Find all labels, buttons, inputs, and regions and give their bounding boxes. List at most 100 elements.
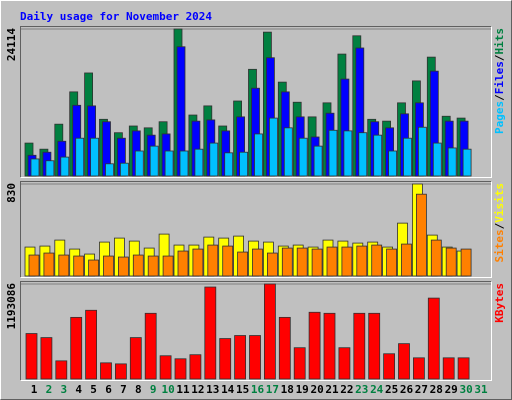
bar [442, 357, 455, 380]
bar [254, 133, 263, 177]
bar [103, 255, 114, 277]
x-tick-label: 4 [75, 383, 82, 396]
bar [296, 247, 308, 277]
bar [313, 145, 323, 177]
bar [177, 250, 189, 277]
bar [388, 150, 398, 177]
bar [427, 297, 440, 380]
bar [383, 353, 396, 380]
bar [278, 316, 291, 380]
bar [144, 312, 157, 380]
x-tick-label: 11 [176, 383, 190, 396]
bar [55, 360, 68, 380]
bar [328, 129, 338, 177]
bar [75, 137, 85, 177]
bar [192, 248, 204, 277]
bar [356, 245, 368, 277]
bar [239, 151, 249, 177]
legend-entry: Pages [493, 101, 506, 134]
x-tick-label: 12 [191, 383, 204, 396]
bar [323, 312, 336, 380]
panel-edge-light [20, 181, 492, 278]
x-tick-label: 13 [206, 383, 219, 396]
bar [120, 162, 129, 177]
bar [412, 357, 425, 380]
legend-separator: / [493, 94, 506, 101]
bar [209, 142, 219, 177]
legend: Pages/Files/Hits [493, 28, 506, 134]
bar [159, 355, 172, 380]
x-tick-label: 16 [251, 383, 265, 396]
x-tick-label: 18 [281, 383, 294, 396]
bar [134, 150, 144, 177]
x-tick-label: 14 [221, 383, 235, 396]
bar [462, 148, 472, 177]
bar [298, 137, 308, 177]
bar [249, 335, 261, 380]
bar [353, 312, 366, 380]
legend-entry: Hits [493, 28, 506, 55]
bar [343, 130, 353, 177]
bar [415, 193, 427, 277]
bar [403, 137, 412, 177]
bar [204, 286, 217, 380]
x-tick-label: 27 [415, 383, 428, 396]
bar [174, 358, 187, 380]
bar [368, 312, 381, 380]
bar [224, 152, 234, 177]
bar [118, 256, 129, 277]
x-tick-label: 1 [31, 383, 38, 396]
x-tick-label: 2 [46, 383, 53, 396]
panel-edge-light [20, 281, 492, 381]
bar [430, 239, 442, 277]
x-tick-label: 6 [105, 383, 112, 396]
x-tick-label: 7 [120, 383, 127, 396]
bar [311, 248, 323, 277]
bar [341, 246, 353, 277]
legend: Sites/Visits [493, 183, 506, 263]
x-tick-label: 19 [296, 383, 309, 396]
bar [445, 247, 457, 277]
bar [149, 145, 159, 177]
bar [234, 335, 247, 380]
bar [386, 248, 398, 277]
bar [73, 255, 85, 277]
x-tick-label: 29 [445, 383, 458, 396]
bar [43, 252, 55, 277]
bar [252, 248, 263, 277]
bar [90, 137, 99, 177]
x-tick-label: 3 [60, 383, 67, 396]
bar [326, 246, 338, 277]
y-tick-label: 24114 [5, 28, 18, 61]
bar [132, 254, 144, 277]
x-tick-label: 30 [459, 383, 472, 396]
bar [283, 127, 293, 177]
legend: KBytes [493, 283, 506, 323]
bar [358, 132, 368, 177]
x-tick-label: 24 [370, 383, 384, 396]
bar [147, 255, 159, 277]
bar [30, 158, 40, 177]
x-tick-label: 5 [90, 383, 97, 396]
bar [432, 142, 442, 177]
legend-entry: Files [493, 61, 506, 94]
bar [373, 134, 383, 177]
bar [281, 247, 293, 277]
bar [45, 160, 55, 177]
bar [237, 251, 249, 277]
x-tick-label: 25 [385, 383, 398, 396]
bar [88, 259, 99, 277]
x-tick-label: 8 [135, 383, 142, 396]
bar [105, 163, 114, 177]
bar [25, 333, 38, 380]
bar [222, 245, 234, 277]
y-tick-label: 1193086 [5, 283, 18, 330]
bar [308, 311, 321, 380]
x-tick-label: 28 [430, 383, 443, 396]
bar [263, 283, 276, 380]
x-tick-label: 17 [266, 383, 279, 396]
legend-entry: Visits [493, 183, 506, 223]
x-tick-label: 10 [161, 383, 174, 396]
panel-edge-dark [20, 181, 492, 278]
